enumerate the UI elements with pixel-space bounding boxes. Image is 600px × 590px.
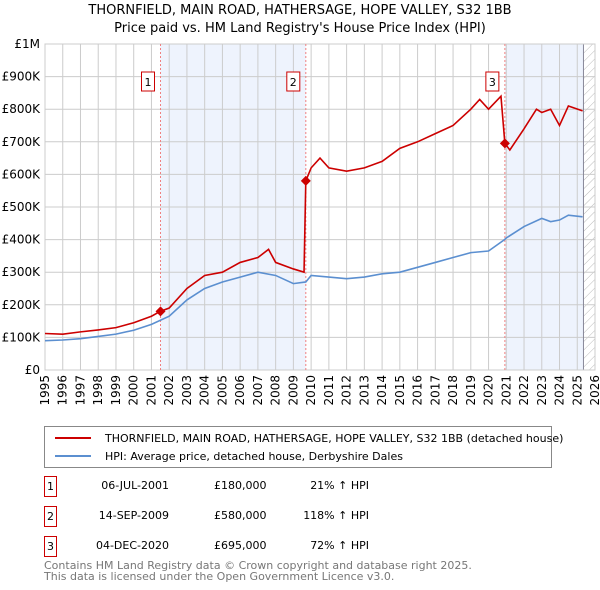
sale-hpi-change: 72% ↑ HPI [310, 539, 369, 552]
x-tick-label: 2014 [375, 375, 389, 406]
sale-date: 06-JUL-2001 [101, 479, 169, 492]
x-tick-label: 2013 [357, 375, 371, 406]
x-tick-label: 2016 [411, 375, 425, 406]
x-tick-label: 1998 [91, 375, 105, 406]
x-tick-label: 1996 [56, 375, 70, 406]
y-tick-label: £1M [14, 37, 40, 51]
x-tick-label: 2021 [499, 375, 513, 406]
y-tick-label: £800K [2, 102, 42, 116]
x-tick-label: 2012 [340, 375, 354, 406]
sale-price: £180,000 [214, 479, 267, 492]
hpi-line [44, 214, 583, 342]
x-tick-label: 1999 [109, 375, 123, 406]
sale-row: 1 06-JUL-2001 £180,000 21% ↑ HPI [44, 476, 444, 497]
sale-label: 3 [489, 76, 496, 89]
y-tick-label: £100K [2, 330, 42, 344]
x-tick-label: 2008 [269, 375, 283, 406]
x-tick-label: 2009 [286, 375, 300, 406]
x-tick-label: 2010 [304, 375, 318, 406]
sale-point [499, 138, 510, 149]
sale-label-box [141, 71, 155, 92]
x-tick-label: 2003 [180, 375, 194, 406]
x-tick-label: 2007 [251, 375, 265, 406]
legend-property: THORNFIELD, MAIN ROAD, HATHERSAGE, HOPE … [105, 431, 564, 445]
sale-number: 3 [44, 536, 57, 557]
sale-row: 3 04-DEC-2020 £695,000 72% ↑ HPI [44, 536, 444, 557]
x-tick-label: 2004 [198, 375, 212, 406]
x-tick-label: 2000 [127, 375, 141, 406]
legend: THORNFIELD, MAIN ROAD, HATHERSAGE, HOPE … [44, 426, 563, 468]
sale-point [155, 306, 166, 317]
sale-row: 2 14-SEP-2009 £580,000 118% ↑ HPI [44, 506, 444, 527]
sale-number: 1 [44, 476, 57, 497]
x-tick-label: 2015 [393, 375, 407, 406]
x-tick-label: 1997 [73, 375, 87, 406]
x-tick-label: 2017 [428, 375, 442, 406]
x-tick-label: 2022 [517, 375, 531, 406]
x-tick-label: 2026 [588, 375, 600, 406]
x-tick-label: 2006 [233, 375, 247, 406]
sale-hpi-change: 118% ↑ HPI [303, 509, 369, 522]
price-chart: £0 £100K £200K £300K £400K £500K £600K £700K £80… [2, 37, 600, 406]
footer-line-2: This data is licensed under the Open Gov… [44, 570, 395, 583]
y-tick-label: £900K [2, 70, 42, 84]
y-tick-label: £0 [25, 363, 40, 377]
x-tick-label: 2001 [144, 375, 158, 406]
sale-price: £695,000 [214, 539, 267, 552]
sale-point [300, 175, 311, 186]
x-tick-label: 2005 [215, 375, 229, 406]
sale-hpi-change: 21% ↑ HPI [310, 479, 369, 492]
title-line-2: Price paid vs. HM Land Registry's House … [114, 21, 486, 36]
red-line-swatch [55, 437, 91, 439]
legend-hpi: HPI: Average price, detached house, Derb… [105, 449, 403, 463]
property-price-line [44, 94, 583, 335]
sale-number: 2 [44, 506, 57, 527]
y-tick-label: £700K [2, 135, 42, 149]
y-tick-label: £600K [2, 167, 42, 181]
sale-date: 04-DEC-2020 [95, 539, 169, 552]
x-tick-label: 2011 [322, 375, 336, 406]
footer-line-1: Contains HM Land Registry data © Crown c… [44, 559, 472, 572]
sale-date: 14-SEP-2009 [98, 509, 169, 522]
sale-label-box [485, 71, 500, 92]
y-tick-label: £300K [2, 265, 42, 279]
x-tick-label: 2018 [446, 375, 460, 406]
y-tick-label: £200K [2, 298, 42, 312]
x-tick-label: 2019 [464, 375, 478, 406]
x-tick-label: 1995 [38, 375, 52, 406]
x-tick-label: 2023 [535, 375, 549, 406]
sale-label-box [286, 71, 301, 92]
x-tick-label: 2002 [162, 375, 176, 406]
x-tick-label: 2020 [482, 375, 496, 406]
chart-title: THORNFIELD, MAIN ROAD, HATHERSAGE, HOPE … [0, 2, 600, 38]
x-tick-label: 2024 [553, 375, 567, 406]
y-tick-label: £400K [2, 233, 42, 247]
sale-label: 2 [290, 76, 297, 89]
sale-price: £580,000 [214, 509, 267, 522]
footer: Contains HM Land Registry data © Crown c… [44, 560, 472, 582]
title-line-1: THORNFIELD, MAIN ROAD, HATHERSAGE, HOPE … [88, 3, 512, 18]
x-tick-label: 2025 [570, 375, 584, 406]
y-tick-label: £500K [2, 200, 42, 214]
blue-line-swatch [55, 455, 91, 457]
plot-frame [44, 43, 596, 371]
sale-label: 1 [145, 76, 152, 89]
